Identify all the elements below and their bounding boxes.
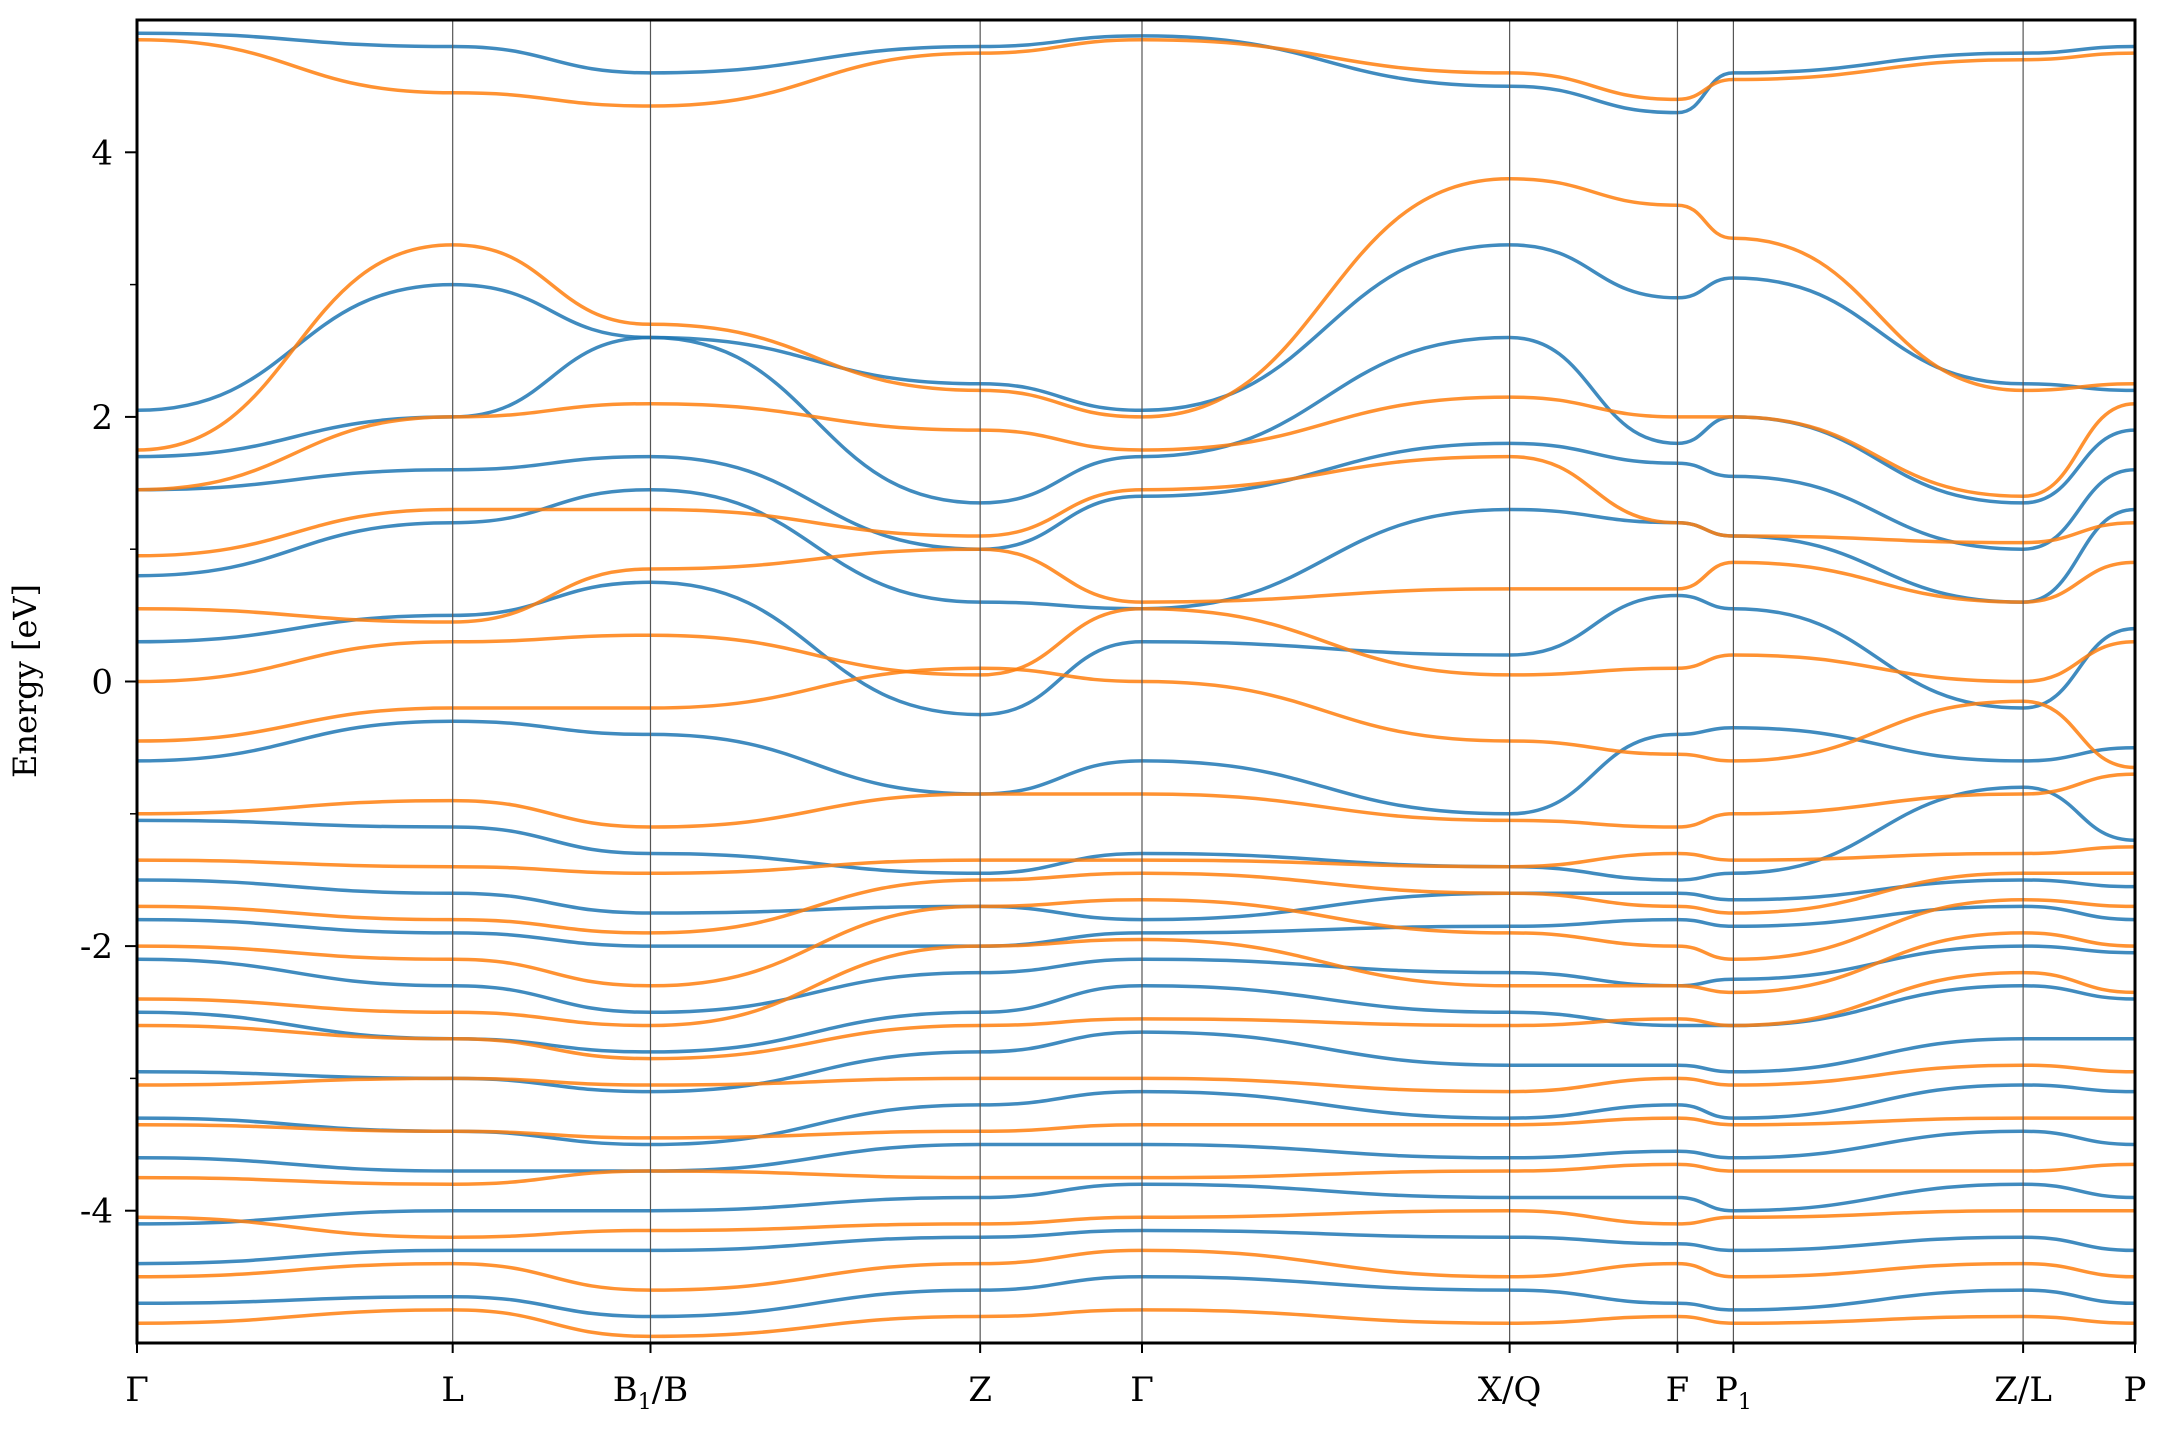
blue-band-10 xyxy=(137,944,2135,1015)
orange-band-17 xyxy=(137,1248,2135,1292)
blue-band-2 xyxy=(137,335,2135,505)
orange-band-1 xyxy=(137,177,2135,452)
blue-band-15 xyxy=(137,1182,2135,1226)
blue-band-1 xyxy=(137,243,2135,413)
orange-band-5 xyxy=(137,606,2135,684)
x-axis: Γ L B1/B Z Γ X/Q F P1 Z/L P xyxy=(125,1343,2146,1415)
x-tick-label-8: Z/L xyxy=(1994,1370,2052,1410)
orange-band-18 xyxy=(137,1308,2135,1339)
orange-band-3 xyxy=(137,454,2135,558)
x-tick-label-7: P1 xyxy=(1715,1370,1752,1415)
symmetry-point-lines xyxy=(452,20,2024,1343)
blue-band-8 xyxy=(137,878,2135,922)
orange-band-15 xyxy=(137,1162,2135,1186)
band-lines xyxy=(137,31,2135,1339)
blue-band-4 xyxy=(137,487,2135,611)
blue-band-16 xyxy=(137,1228,2135,1266)
orange-band-9 xyxy=(137,871,2135,935)
blue-band-14 xyxy=(137,1129,2135,1173)
x-tick-label-4: Γ xyxy=(1130,1370,1154,1410)
y-tick-label-1: 2 xyxy=(91,398,113,438)
x-tick-label-0: Γ xyxy=(125,1370,149,1410)
blue-band-12 xyxy=(137,1030,2135,1094)
orange-band-4 xyxy=(137,547,2135,624)
y-axis-label: Energy [eV] xyxy=(6,584,44,778)
x-tick-label-6: F xyxy=(1666,1370,1690,1410)
blue-band-6 xyxy=(137,719,2135,816)
orange-band-2 xyxy=(137,395,2135,499)
blue-band-7 xyxy=(137,785,2135,882)
y-tick-label-0: 4 xyxy=(91,133,113,173)
orange-band-10 xyxy=(137,898,2135,988)
blue-band-3 xyxy=(137,441,2135,551)
orange-band-16 xyxy=(137,1208,2135,1239)
orange-band-0 xyxy=(137,38,2135,108)
x-tick-label-1: L xyxy=(441,1370,464,1410)
y-tick-label-2: 0 xyxy=(91,663,113,703)
blue-band-17 xyxy=(137,1275,2135,1319)
orange-band-7 xyxy=(137,772,2135,829)
x-tick-label-9: P xyxy=(2124,1370,2147,1410)
y-tick-label-3: -2 xyxy=(80,927,113,967)
orange-band-8 xyxy=(137,845,2135,876)
blue-band-9 xyxy=(137,904,2135,948)
orange-band-6 xyxy=(137,666,2135,770)
orange-band-11 xyxy=(137,931,2135,1028)
y-tick-label-4: -4 xyxy=(80,1192,113,1232)
y-axis: 4 2 0 -2 -4 xyxy=(80,133,137,1232)
x-tick-label-2: B1/B xyxy=(613,1370,688,1415)
orange-band-13 xyxy=(137,1063,2135,1094)
blue-band-13 xyxy=(137,1083,2135,1147)
blue-band-0 xyxy=(137,31,2135,115)
orange-band-14 xyxy=(137,1116,2135,1140)
x-tick-label-5: X/Q xyxy=(1478,1370,1542,1410)
orange-band-12 xyxy=(137,970,2135,1061)
x-tick-label-3: Z xyxy=(968,1370,992,1410)
